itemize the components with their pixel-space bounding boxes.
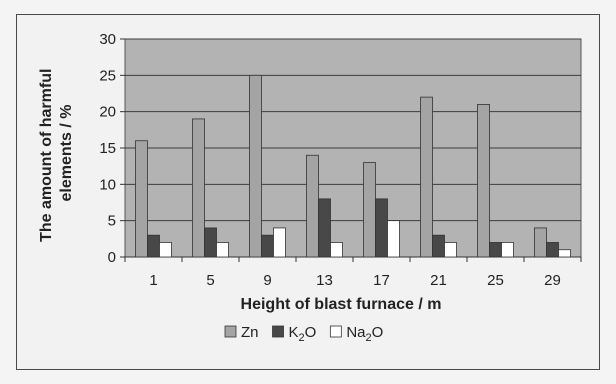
legend-item-zn: Zn xyxy=(224,324,259,341)
y-tick-label: 10 xyxy=(99,176,116,193)
x-tick-label: 5 xyxy=(206,272,214,289)
bar-na2o xyxy=(558,249,571,258)
bar-k2o xyxy=(318,198,331,258)
bar-na2o xyxy=(216,242,229,258)
bar-k2o xyxy=(489,242,502,258)
x-tick-label: 17 xyxy=(373,272,390,289)
y-tick-label: 30 xyxy=(99,31,116,48)
x-tick-label: 1 xyxy=(149,272,157,289)
x-tick-label: 9 xyxy=(263,272,271,289)
legend: Zn K2O Na2O xyxy=(224,324,383,344)
bar-na2o xyxy=(273,227,286,258)
bar-na2o xyxy=(444,242,457,258)
bar-zn xyxy=(249,74,262,258)
bar-k2o xyxy=(546,242,559,258)
x-axis-title: Height of blast furnace / m xyxy=(241,296,442,313)
bar-k2o xyxy=(147,234,160,258)
legend-swatch-k2o xyxy=(272,325,284,338)
bar-zn xyxy=(363,162,376,258)
x-axis-ticks: 1 5 9 13 17 21 25 29 xyxy=(124,257,582,289)
bar-zn xyxy=(135,140,148,258)
bar-zn xyxy=(192,118,205,258)
y-tick-label: 5 xyxy=(108,213,116,230)
bar-zn xyxy=(534,227,547,258)
y-axis-title-line2: elements / % xyxy=(58,105,75,202)
bar-k2o xyxy=(204,227,217,258)
y-tick-label: 25 xyxy=(99,67,116,84)
y-tick-label: 15 xyxy=(99,140,116,157)
legend-swatch-zn xyxy=(224,325,237,338)
y-tick-label: 0 xyxy=(108,249,116,266)
x-tick-label: 13 xyxy=(316,272,333,289)
bar-k2o xyxy=(375,198,388,258)
bar-na2o xyxy=(159,242,172,258)
legend-item-k2o: K2O xyxy=(272,324,317,344)
y-tick-label: 20 xyxy=(99,104,116,121)
legend-swatch-na2o xyxy=(329,325,342,338)
chart-frame: 0 5 10 15 20 25 30 1 5 9 13 17 21 25 29 The amount of… xyxy=(16,14,600,370)
legend-label-zn: Zn xyxy=(241,324,259,341)
x-tick-label: 21 xyxy=(430,272,447,289)
x-tick-label: 29 xyxy=(544,272,561,289)
bar-na2o xyxy=(387,220,400,258)
bar-zn xyxy=(306,154,319,258)
y-axis-title: The amount of harmful elements / % xyxy=(38,64,75,242)
legend-item-na2o: Na2O xyxy=(329,324,383,344)
x-tick-label: 25 xyxy=(487,272,504,289)
bars xyxy=(135,74,571,258)
bar-zn xyxy=(420,96,433,258)
bar-na2o xyxy=(501,242,514,258)
y-axis-title-line1: The amount of harmful xyxy=(38,69,55,242)
bar-na2o xyxy=(330,242,343,258)
legend-label-k2o: K2O xyxy=(289,324,317,344)
y-axis-ticks: 0 5 10 15 20 25 30 xyxy=(99,31,125,266)
legend-label-na2o: Na2O xyxy=(346,324,383,344)
bar-k2o xyxy=(432,234,445,258)
bar-k2o xyxy=(261,234,274,258)
bar-zn xyxy=(477,104,490,258)
